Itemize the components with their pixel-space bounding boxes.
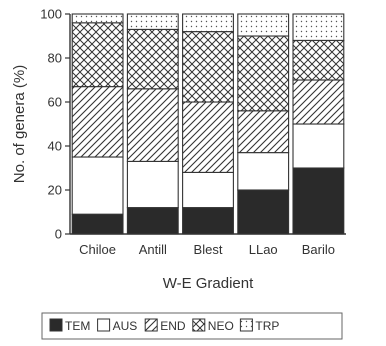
legend-item-aus: AUS <box>97 318 138 333</box>
bar-segment-neo-antill <box>126 28 179 90</box>
legend-swatch <box>239 318 253 332</box>
y-tick-label: 80 <box>48 51 62 66</box>
legend-swatch <box>192 318 206 332</box>
legend: TEM AUS END NEO TRP <box>41 312 343 340</box>
bar-segment-aus-blest <box>182 171 234 209</box>
bar-segment-end-blest <box>182 101 234 173</box>
bar-segment-tem-barilo <box>292 167 345 235</box>
legend-frame <box>41 312 343 340</box>
bar-segment-tem-llao <box>237 189 290 235</box>
bar-segment-aus-antill <box>126 160 179 209</box>
bar-segment-neo-barilo <box>292 39 345 81</box>
bar-segment-trp-antill <box>126 13 179 30</box>
bar-segment-tem-blest <box>182 207 234 235</box>
y-tick-label: 60 <box>48 95 62 110</box>
legend-item-tem: TEM <box>49 318 90 333</box>
legend-label: END <box>160 319 186 333</box>
bar-segment-end-llao <box>237 110 290 154</box>
bar-segment-trp-blest <box>182 13 234 33</box>
bar-segment-end-antill <box>126 88 179 162</box>
legend-label: NEO <box>208 319 234 333</box>
legend-item-trp: TRP <box>239 318 279 333</box>
x-tick-label: Blest <box>194 242 223 257</box>
bar-segment-neo-chiloe <box>71 22 124 88</box>
x-axis-title: W-E Gradient <box>163 275 254 292</box>
bar-segment-end-barilo <box>292 79 345 125</box>
y-axis-title: No. of genera (%) <box>11 65 28 183</box>
bar-segment-neo-blest <box>182 31 234 103</box>
x-axis: Chiloe Antill Blest LLao Barilo <box>70 233 346 257</box>
legend-label: AUS <box>113 319 138 333</box>
x-tick-label: Barilo <box>302 242 335 257</box>
x-tick-label: Chiloe <box>79 242 116 257</box>
y-axis: 0 20 40 60 80 100 <box>40 7 71 242</box>
y-tick-label: 100 <box>40 7 62 22</box>
legend-label: TEM <box>65 319 90 333</box>
bar-segment-trp-barilo <box>292 13 345 41</box>
x-tick-label: LLao <box>249 242 278 257</box>
bar-segment-trp-llao <box>237 13 290 37</box>
bar-segment-aus-chiloe <box>71 156 124 215</box>
bar-segment-aus-llao <box>237 152 290 191</box>
legend-item-neo: NEO <box>192 318 234 333</box>
bar-segment-aus-barilo <box>292 123 345 169</box>
bar-segment-end-chiloe <box>71 86 124 158</box>
legend-swatch <box>97 318 111 332</box>
bar-segment-neo-llao <box>237 35 290 112</box>
bar-segment-tem-chiloe <box>71 213 124 235</box>
legend-swatch <box>49 318 63 332</box>
y-tick-label: 0 <box>55 227 62 242</box>
plot-area <box>71 13 345 235</box>
bar-segment-trp-chiloe <box>71 13 124 24</box>
legend-swatch <box>144 318 158 332</box>
y-tick-label: 40 <box>48 139 62 154</box>
bar-segment-tem-antill <box>126 207 179 235</box>
legend-item-end: END <box>144 318 186 333</box>
y-tick-label: 20 <box>48 183 62 198</box>
x-tick-label: Antill <box>139 242 167 257</box>
legend-label: TRP <box>255 319 279 333</box>
